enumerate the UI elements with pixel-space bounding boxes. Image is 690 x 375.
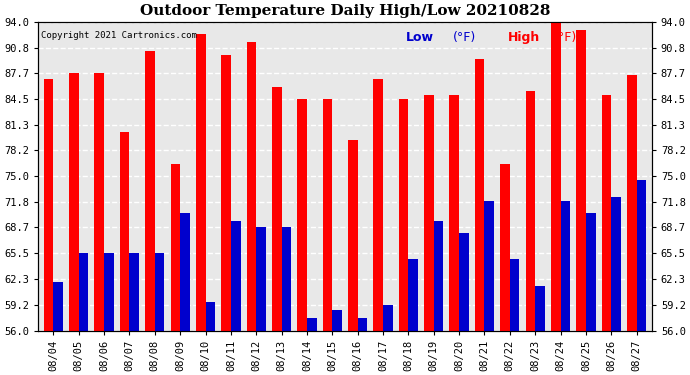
- Bar: [459, 233, 469, 330]
- Bar: [307, 318, 317, 330]
- Bar: [637, 180, 647, 330]
- Bar: [170, 164, 180, 330]
- Bar: [130, 254, 139, 330]
- Bar: [348, 140, 357, 330]
- Bar: [323, 99, 333, 330]
- Bar: [399, 99, 408, 330]
- Bar: [627, 75, 637, 330]
- Bar: [551, 22, 560, 330]
- Bar: [272, 87, 282, 330]
- Bar: [333, 310, 342, 330]
- Bar: [297, 99, 307, 330]
- Bar: [206, 302, 215, 330]
- Bar: [526, 91, 535, 330]
- Bar: [602, 95, 611, 330]
- Bar: [196, 34, 206, 330]
- Bar: [256, 228, 266, 330]
- Bar: [357, 318, 367, 330]
- Text: High: High: [508, 32, 540, 44]
- Text: Low: Low: [406, 32, 435, 44]
- Title: Outdoor Temperature Daily High/Low 20210828: Outdoor Temperature Daily High/Low 20210…: [140, 4, 550, 18]
- Bar: [180, 213, 190, 330]
- Text: (°F): (°F): [453, 32, 475, 44]
- Bar: [221, 55, 231, 330]
- Bar: [475, 58, 484, 330]
- Bar: [500, 164, 510, 330]
- Bar: [484, 201, 494, 330]
- Text: Copyright 2021 Cartronics.com: Copyright 2021 Cartronics.com: [41, 32, 197, 40]
- Text: (°F): (°F): [553, 32, 577, 44]
- Bar: [424, 95, 434, 330]
- Bar: [155, 254, 164, 330]
- Bar: [408, 259, 418, 330]
- Bar: [145, 51, 155, 330]
- Bar: [510, 259, 520, 330]
- Bar: [79, 254, 88, 330]
- Bar: [231, 221, 241, 330]
- Bar: [535, 286, 545, 330]
- Bar: [120, 132, 130, 330]
- Bar: [373, 79, 383, 330]
- Bar: [586, 213, 595, 330]
- Bar: [246, 42, 256, 330]
- Bar: [43, 79, 53, 330]
- Bar: [282, 228, 291, 330]
- Bar: [104, 254, 114, 330]
- Bar: [69, 73, 79, 330]
- Bar: [53, 282, 63, 330]
- Bar: [434, 221, 444, 330]
- Bar: [449, 95, 459, 330]
- Bar: [95, 73, 104, 330]
- Bar: [560, 201, 570, 330]
- Bar: [611, 196, 621, 330]
- Bar: [383, 304, 393, 330]
- Bar: [576, 30, 586, 330]
